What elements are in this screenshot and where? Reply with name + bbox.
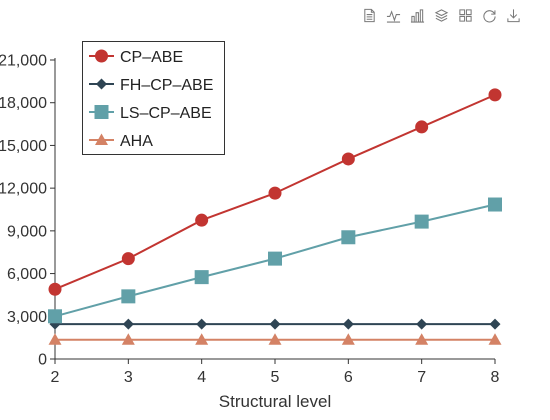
- y-tick-label: 6,000: [7, 266, 47, 283]
- y-tick-label: 9,000: [7, 223, 47, 240]
- x-tick-label: 6: [344, 369, 353, 386]
- data-point: [341, 333, 355, 345]
- data-point: [122, 318, 134, 330]
- chart-toolbox: [358, 4, 524, 26]
- y-tick-label: 3,000: [7, 309, 47, 326]
- data-point: [342, 318, 354, 330]
- x-axis-title: Structural level: [219, 392, 331, 411]
- legend: CP–ABE FH–CP–ABE LS–CP–ABE AHA: [82, 41, 225, 155]
- series-square: [48, 197, 502, 324]
- x-tick-label: 2: [51, 369, 60, 386]
- data-view-icon[interactable]: [358, 4, 380, 26]
- data-point: [489, 318, 501, 330]
- x-tick-label: 7: [417, 369, 426, 386]
- legend-marker: [94, 105, 109, 119]
- save-image-icon[interactable]: [502, 4, 524, 26]
- data-point: [121, 333, 135, 345]
- legend-label: FH–CP–ABE: [120, 77, 213, 94]
- series-diamond: [49, 318, 501, 330]
- data-point: [121, 252, 135, 266]
- legend-marker: [95, 133, 108, 145]
- y-tick-label: 0: [38, 352, 47, 369]
- data-point: [268, 186, 282, 200]
- y-tick-label: 12,000: [0, 181, 47, 198]
- y-tick-label: 15,000: [0, 138, 47, 155]
- stack-icon[interactable]: [430, 4, 452, 26]
- data-point: [48, 309, 62, 324]
- x-tick-label: 8: [491, 369, 500, 386]
- data-point: [195, 333, 209, 345]
- legend-label: AHA: [120, 133, 153, 150]
- legend-label: CP–ABE: [120, 49, 183, 66]
- data-point: [194, 270, 209, 285]
- legend-marker: [95, 49, 108, 63]
- x-tick-label: 4: [197, 369, 206, 386]
- data-point: [341, 230, 356, 245]
- legend-label: LS–CP–ABE: [120, 105, 212, 122]
- legend-marker: [96, 78, 107, 90]
- data-point: [488, 88, 502, 102]
- data-point: [488, 197, 502, 212]
- series-circle: [48, 88, 502, 296]
- data-point: [268, 251, 282, 266]
- y-tick-label: 18,000: [0, 95, 47, 112]
- series-layer: [48, 88, 502, 345]
- data-point: [415, 120, 429, 134]
- data-point: [341, 152, 355, 166]
- axes: 0 3,000 6,000 9,000 12,000 15,000 18,000 21,000…: [0, 53, 500, 387]
- tiled-icon[interactable]: [454, 4, 476, 26]
- data-point: [415, 333, 429, 345]
- data-point: [196, 318, 208, 330]
- restore-icon[interactable]: [478, 4, 500, 26]
- data-point: [269, 318, 281, 330]
- data-point: [48, 333, 62, 345]
- data-point: [414, 214, 429, 229]
- x-tick-label: 5: [271, 369, 280, 386]
- data-point: [488, 333, 502, 345]
- data-point: [268, 333, 282, 345]
- data-point: [195, 213, 209, 227]
- data-point: [48, 282, 62, 296]
- series-triangle: [48, 333, 502, 345]
- bar-chart-icon[interactable]: [406, 4, 428, 26]
- data-point: [121, 289, 136, 304]
- line-chart-icon[interactable]: [382, 4, 404, 26]
- data-point: [416, 318, 428, 330]
- x-tick-label: 3: [124, 369, 133, 386]
- y-tick-label: 21,000: [0, 53, 47, 70]
